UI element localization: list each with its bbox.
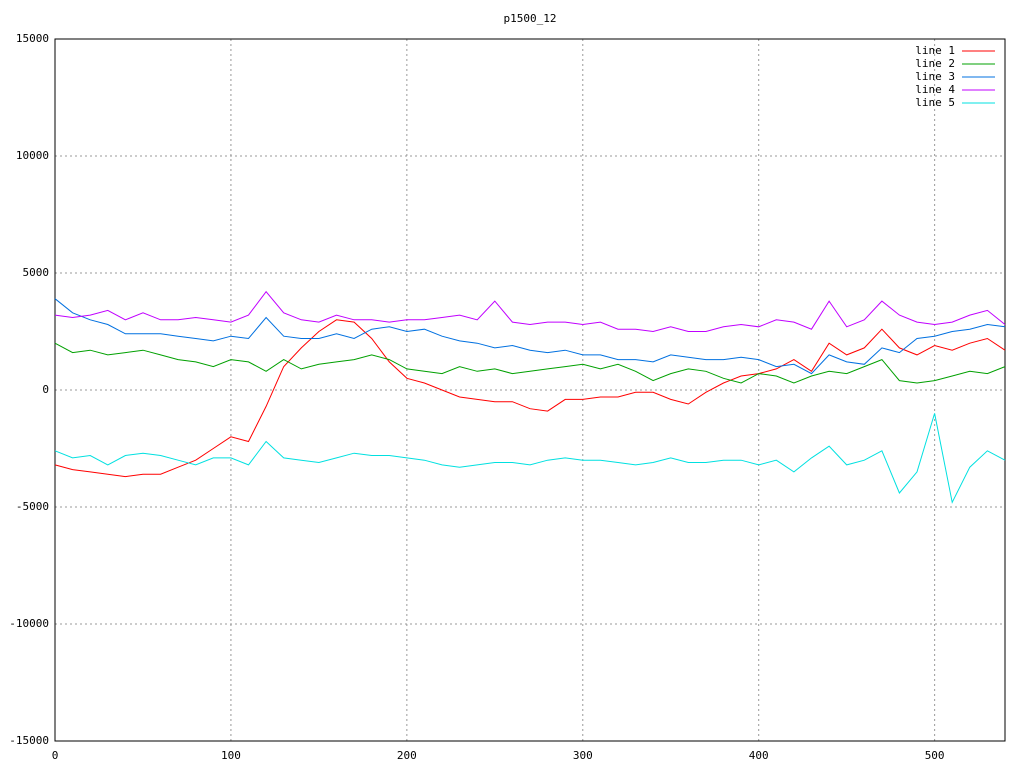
legend-label: line 4 <box>915 83 955 96</box>
legend-label: line 1 <box>915 44 955 57</box>
x-tick-label: 200 <box>397 749 417 762</box>
y-tick-label: 10000 <box>16 149 49 162</box>
plot-border <box>54 38 1006 742</box>
x-tick-label: 400 <box>749 749 769 762</box>
y-tick-label: 15000 <box>16 32 49 45</box>
legend-label: line 5 <box>915 96 955 109</box>
y-tick-label: 0 <box>42 383 49 396</box>
series-line <box>54 298 1006 375</box>
legend-label: line 2 <box>915 57 955 70</box>
x-tick-label: 300 <box>573 749 593 762</box>
series-line <box>54 342 1006 384</box>
y-tick-label: -10000 <box>9 617 49 630</box>
y-tick-label: 5000 <box>23 266 50 279</box>
legend-label: line 3 <box>915 70 955 83</box>
series-line <box>54 413 1006 504</box>
series-line <box>54 319 1006 478</box>
y-tick-label: -15000 <box>9 734 49 747</box>
y-tick-label: -5000 <box>16 500 49 513</box>
x-tick-label: 100 <box>221 749 241 762</box>
x-tick-label: 0 <box>52 749 59 762</box>
series-line <box>54 290 1006 333</box>
x-tick-label: 500 <box>925 749 945 762</box>
chart-title: p1500_12 <box>504 12 557 25</box>
